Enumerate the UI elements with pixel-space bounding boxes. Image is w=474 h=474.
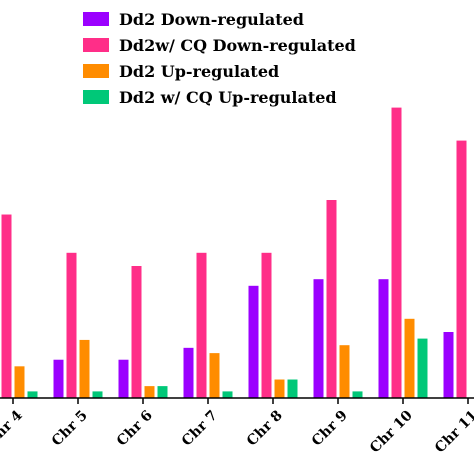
legend-label: Dd2 Up-regulated xyxy=(119,62,279,81)
x-tick-label: Chr 9 xyxy=(309,408,351,450)
bar xyxy=(339,345,350,398)
bar xyxy=(274,379,285,398)
bar xyxy=(157,386,168,398)
bar xyxy=(261,252,272,398)
bar xyxy=(183,347,194,398)
bar xyxy=(27,391,38,398)
bar xyxy=(391,107,402,398)
bar xyxy=(378,279,389,398)
bar xyxy=(417,338,428,398)
bars xyxy=(1,107,467,398)
bar xyxy=(53,359,64,398)
x-axis-ticks: Chr 4 Chr 5 Chr 6 Chr 7 Chr 8 Chr 9 Chr 10 Chr … xyxy=(0,398,474,456)
legend: Dd2 Down-regulated Dd2w/ CQ Down-regulate… xyxy=(83,10,356,107)
legend-swatch xyxy=(83,90,109,104)
x-tick-label: Chr 8 xyxy=(244,408,286,450)
bar xyxy=(196,252,207,398)
bar xyxy=(352,391,363,398)
bar xyxy=(92,391,103,398)
bar xyxy=(313,279,324,398)
bar xyxy=(66,252,77,398)
bar xyxy=(456,140,467,398)
legend-label: Dd2 w/ CQ Up-regulated xyxy=(119,88,337,107)
legend-label: Dd2 Down-regulated xyxy=(119,10,304,29)
bar xyxy=(248,285,259,398)
bar xyxy=(118,359,129,398)
x-tick-label: Chr 7 xyxy=(179,408,221,450)
bar xyxy=(326,200,337,398)
legend-swatch xyxy=(83,64,109,78)
bar xyxy=(209,353,220,398)
bar xyxy=(443,332,454,398)
legend-swatch xyxy=(83,12,109,26)
legend-label: Dd2w/ CQ Down-regulated xyxy=(119,36,356,55)
bar xyxy=(79,339,90,398)
bar xyxy=(287,379,298,398)
bar xyxy=(222,391,233,398)
legend-swatch xyxy=(83,38,109,52)
bar xyxy=(131,266,142,398)
x-tick-label: Chr 11 xyxy=(432,408,474,457)
x-tick-label: Chr 5 xyxy=(49,408,91,450)
x-tick-label: Chr 10 xyxy=(367,407,416,456)
bar xyxy=(1,214,12,398)
x-tick-label: Chr 4 xyxy=(0,407,26,449)
x-tick-label: Chr 6 xyxy=(114,408,156,450)
bar xyxy=(144,386,155,398)
bar xyxy=(14,366,25,398)
bar xyxy=(404,318,415,398)
